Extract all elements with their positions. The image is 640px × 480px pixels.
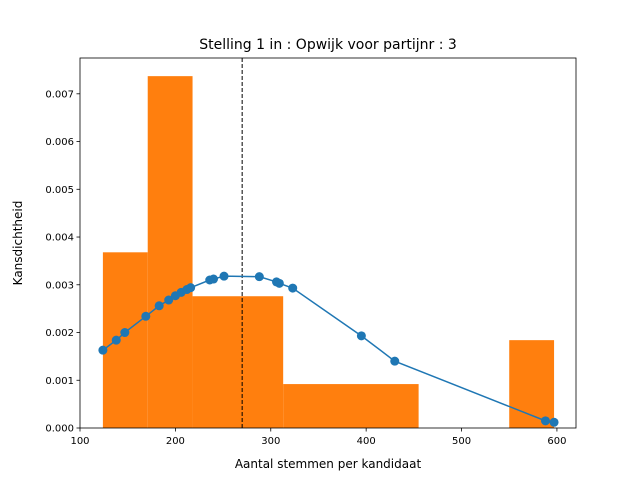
histogram-bars	[102, 76, 555, 428]
histogram-bar-2	[192, 296, 284, 428]
chart-title: Stelling 1 in : Opwijk voor partijnr : 3	[199, 37, 457, 53]
y-tick-label-4: 0.004	[45, 233, 74, 244]
plot-frame	[79, 57, 577, 429]
histogram-bar-3	[283, 384, 419, 428]
y-tick-label-2: 0.002	[45, 328, 74, 339]
y-axis-ticks: 0.000 0.001 0.002 0.003 0.004 0.005 0.006 0.007	[45, 89, 80, 435]
x-tick-label-0: 100	[70, 436, 89, 447]
density-point-16	[288, 283, 298, 293]
x-tick-label-3: 400	[357, 436, 376, 447]
density-point-3	[141, 311, 151, 321]
y-axis-label: Kansdichtheid	[11, 201, 25, 286]
density-point-0	[98, 345, 108, 355]
density-point-2	[120, 328, 130, 338]
density-point-18	[390, 356, 400, 366]
density-point-11	[209, 274, 219, 284]
x-tick-label-4: 500	[452, 436, 471, 447]
density-point-20	[549, 417, 559, 427]
x-axis-ticks: 100 200 300 400 500 600	[70, 428, 566, 447]
density-point-17	[356, 331, 366, 341]
density-point-12	[219, 271, 229, 281]
x-tick-label-5: 600	[547, 436, 566, 447]
histogram-bar-0	[102, 252, 148, 428]
y-tick-label-1: 0.001	[45, 376, 74, 387]
y-tick-label-7: 0.007	[45, 89, 74, 100]
y-tick-label-3: 0.003	[45, 280, 74, 291]
x-axis-label: Aantal stemmen per kandidaat	[235, 457, 422, 471]
histogram-bar-4	[509, 340, 555, 428]
density-curve-group	[98, 271, 559, 427]
density-point-15	[274, 278, 284, 288]
x-tick-label-1: 200	[166, 436, 185, 447]
density-point-1	[111, 335, 121, 345]
density-point-4	[154, 301, 164, 311]
y-tick-label-6: 0.006	[45, 137, 74, 148]
density-point-19	[540, 416, 550, 426]
y-tick-label-5: 0.005	[45, 185, 74, 196]
density-point-9	[186, 283, 196, 293]
histogram-bar-1	[147, 76, 193, 428]
x-tick-label-2: 300	[261, 436, 280, 447]
density-point-13	[254, 272, 264, 282]
density-point-5	[164, 295, 174, 305]
y-tick-label-0: 0.000	[45, 424, 74, 435]
